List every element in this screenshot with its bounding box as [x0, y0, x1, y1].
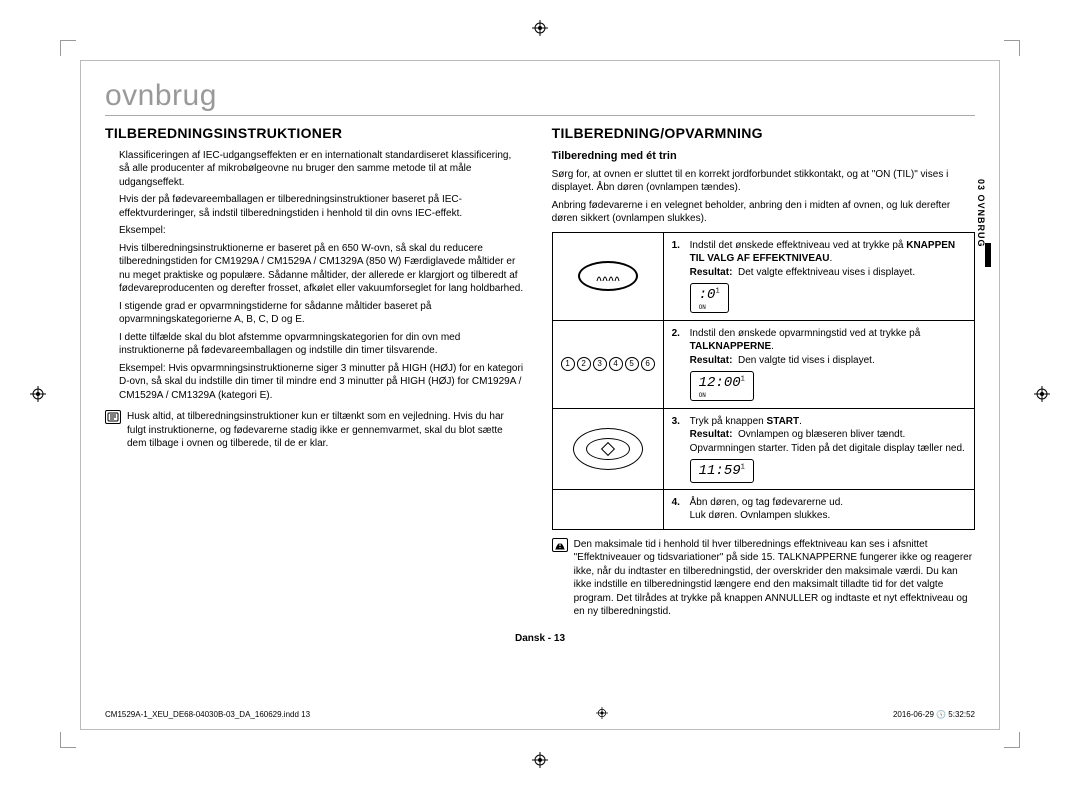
result-text: Den valgte tid vises i displayet. [738, 355, 875, 366]
step-cell: 3. Tryk på knappen START. Resultat: Ovnl… [663, 408, 974, 489]
display-readout: 11:591 [690, 459, 754, 483]
start-button-icon [573, 428, 643, 470]
step-text: Indstil den ønskede opvarmningstid ved a… [690, 328, 921, 339]
print-footer: CM1529A-1_XEU_DE68-04030B-03_DA_160629.i… [105, 707, 975, 721]
warning-icon [552, 538, 568, 552]
step-text: Luk døren. Ovnlampen slukkes. [690, 510, 831, 521]
table-row: 3. Tryk på knappen START. Resultat: Ovnl… [552, 408, 974, 489]
result-text: Det valgte effektniveau vises i displaye… [738, 267, 915, 278]
table-row: 4. Åbn døren, og tag fødevarerne ud. Luk… [552, 489, 974, 529]
sub-heading: Tilberedning med ét trin [552, 149, 975, 164]
right-column: TILBEREDNING/OPVARMNING Tilberedning med… [552, 124, 975, 619]
icon-cell [552, 232, 663, 320]
numbtn: 2 [577, 357, 591, 371]
table-row: 1. Indstil det ønskede effektniveau ved … [552, 232, 974, 320]
result-label: Resultat: [690, 429, 733, 440]
icon-cell [552, 489, 663, 529]
power-level-button-icon [578, 261, 638, 291]
crop-mark [1004, 732, 1020, 748]
table-row: 1 2 3 4 5 6 2. Indstil den ønskede op [552, 320, 974, 408]
crop-mark [1004, 40, 1020, 56]
diamond-icon [601, 442, 615, 456]
registration-mark-icon [1034, 386, 1050, 402]
heading-instructions: TILBEREDNINGSINSTRUKTIONER [105, 124, 524, 143]
step-bold: START [767, 416, 800, 427]
registration-mark-icon [532, 20, 548, 36]
body-text: Hvis tilberedningsinstruktionerne er bas… [119, 242, 524, 296]
footer-timestamp: 2016-06-29 🕔 5:32:52 [893, 710, 975, 719]
step-number: 4. [672, 496, 684, 523]
body-text: Anbring fødevarerne i en velegnet behold… [552, 199, 975, 226]
body-text: Klassificeringen af IEC-udgangseffekten … [119, 149, 524, 190]
heading-heating: TILBEREDNING/OPVARMNING [552, 124, 975, 143]
step-cell: 2. Indstil den ønskede opvarmningstid ve… [663, 320, 974, 408]
left-column: TILBEREDNINGSINSTRUKTIONER Klassificerin… [105, 124, 524, 619]
steps-table: 1. Indstil det ønskede effektniveau ved … [552, 232, 975, 530]
numbtn: 3 [593, 357, 607, 371]
body-text: I stigende grad er opvarmningstiderne fo… [119, 300, 524, 327]
step-text: Åbn døren, og tag fødevarerne ud. [690, 497, 843, 508]
step-number: 2. [672, 327, 684, 402]
side-tab: 03 OVNBRUG [973, 179, 989, 279]
manual-page: ovnbrug 03 OVNBRUG TILBEREDNINGSINSTRUKT… [80, 60, 1000, 730]
step-cell: 4. Åbn døren, og tag fødevarerne ud. Luk… [663, 489, 974, 529]
body-text: Hvis der på fødevareemballagen er tilber… [119, 193, 524, 220]
display-row2: ON [699, 305, 720, 311]
step-text: Tryk på knappen [690, 416, 767, 427]
result-label: Resultat: [690, 267, 733, 278]
step-text: Indstil det ønskede effektniveau ved at … [690, 240, 904, 251]
display-row2: ON [699, 393, 745, 399]
crop-mark [60, 732, 76, 748]
display-readout: 12:001 ON [690, 371, 754, 401]
registration-mark-icon [596, 707, 608, 721]
registration-mark-icon [30, 386, 46, 402]
numbtn: 5 [625, 357, 639, 371]
chapter-title: ovnbrug [105, 79, 975, 116]
step-bold: TALKNAPPERNE [690, 341, 771, 352]
number-buttons-icon: 1 2 3 4 5 6 [561, 357, 655, 371]
step-cell: 1. Indstil det ønskede effektniveau ved … [663, 232, 974, 320]
step-number: 3. [672, 415, 684, 483]
crop-mark [60, 40, 76, 56]
numbtn: 1 [561, 357, 575, 371]
body-text: Sørg for, at ovnen er sluttet til en kor… [552, 168, 975, 195]
note-text: Husk altid, at tilberedningsinstruktione… [127, 410, 524, 451]
side-tab-label: 03 OVNBRUG [976, 179, 986, 248]
page-footer-label: Dansk - 13 [105, 633, 975, 644]
display-value: 12:00 [699, 375, 741, 391]
body-text: I dette tilfælde skal du blot afstemme o… [119, 331, 524, 358]
side-tab-marker [985, 243, 991, 267]
footer-filename: CM1529A-1_XEU_DE68-04030B-03_DA_160629.i… [105, 710, 310, 719]
body-text: Eksempel: Hvis opvarmningsinstruktionern… [119, 362, 524, 403]
numbtn: 4 [609, 357, 623, 371]
warning-text: Den maksimale tid i henhold til hver til… [574, 538, 975, 619]
step-number: 1. [672, 239, 684, 314]
note-icon [105, 410, 121, 424]
display-value: 11:59 [699, 463, 741, 479]
registration-mark-icon [532, 752, 548, 768]
result-label: Resultat: [690, 355, 733, 366]
display-value: :0 [699, 287, 716, 303]
display-readout: :01 ON [690, 283, 729, 313]
icon-cell [552, 408, 663, 489]
numbtn: 6 [641, 357, 655, 371]
body-text: Eksempel: [119, 224, 524, 238]
icon-cell: 1 2 3 4 5 6 [552, 320, 663, 408]
